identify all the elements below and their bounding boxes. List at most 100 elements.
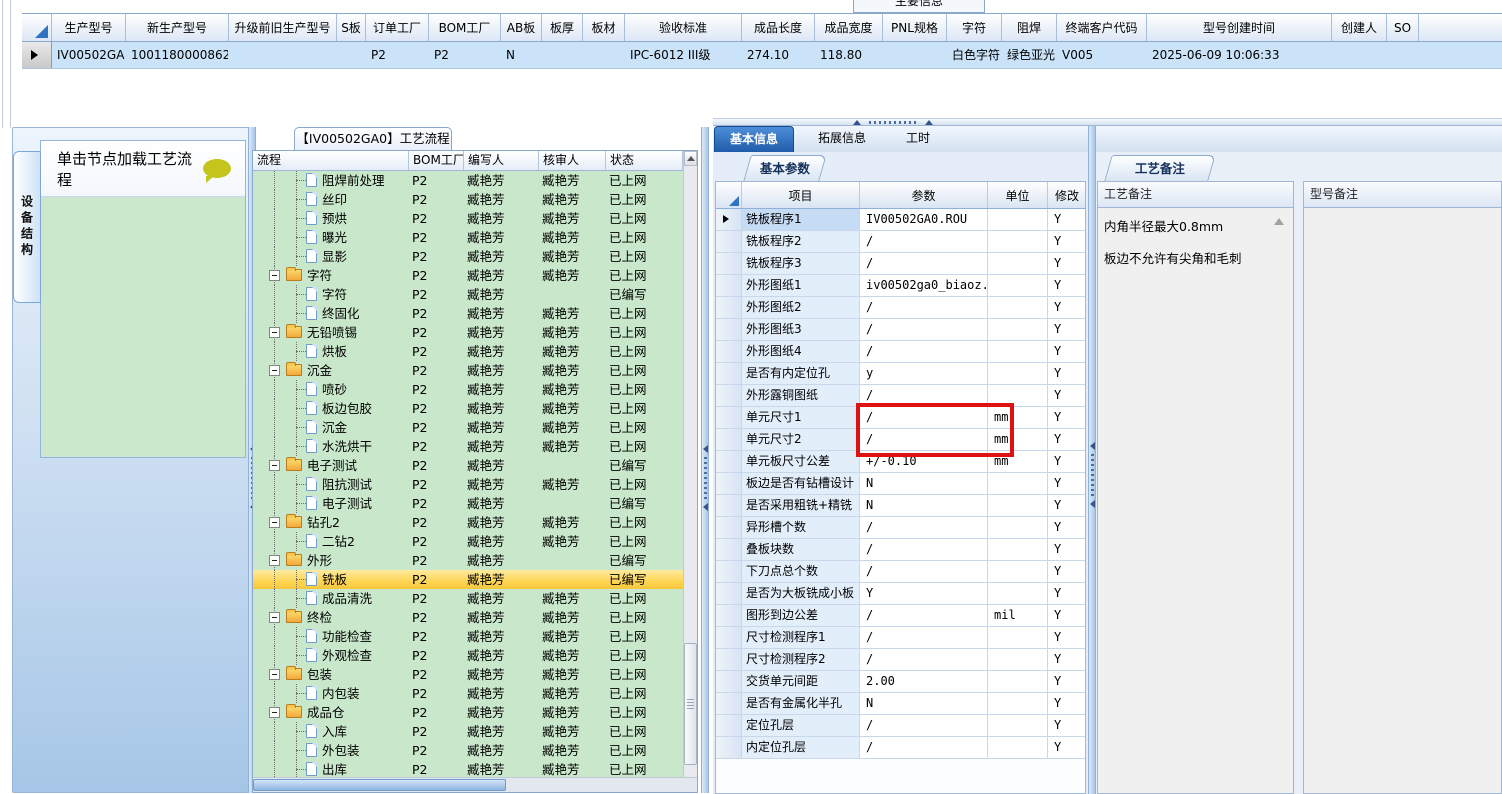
collapse-left-icon[interactable] bbox=[1089, 442, 1095, 450]
tab-extended-info[interactable]: 拓展信息 bbox=[817, 131, 866, 145]
tab-process-remarks[interactable]: 工艺备注 bbox=[1104, 155, 1216, 181]
param-row[interactable]: 定位孔层 / Y bbox=[716, 715, 1085, 737]
horizontal-splitter[interactable] bbox=[713, 118, 1502, 126]
collapse-up-icon[interactable] bbox=[853, 120, 861, 125]
flow-tree-row[interactable]: 板边包胶 P2 臧艳芳 臧艳芳 已上网 bbox=[253, 399, 683, 418]
flow-tree-row[interactable]: 水洗烘干 P2 臧艳芳 臧艳芳 已上网 bbox=[253, 437, 683, 456]
flow-tree-row[interactable]: 成品清洗 P2 臧艳芳 臧艳芳 已上网 bbox=[253, 589, 683, 608]
param-row[interactable]: 异形槽个数 / Y bbox=[716, 517, 1085, 539]
param-row[interactable]: 尺寸检测程序2/ Y bbox=[716, 649, 1085, 671]
tree-collapse-icon[interactable] bbox=[269, 365, 280, 376]
param-row[interactable]: 图形到边公差 / mil Y bbox=[716, 605, 1085, 627]
vertical-splitter-middle[interactable] bbox=[701, 127, 709, 793]
scrollbar-thumb[interactable] bbox=[684, 643, 697, 765]
flow-tree-row[interactable]: 沉金 P2 臧艳芳 臧艳芳 已上网 bbox=[253, 418, 683, 437]
tree-collapse-icon[interactable] bbox=[269, 669, 280, 680]
flow-tree-row[interactable]: 成品仓 P2 臧艳芳 臧艳芳 已上网 bbox=[253, 703, 683, 722]
tree-collapse-icon[interactable] bbox=[269, 460, 280, 471]
column-header[interactable]: SO bbox=[1387, 14, 1419, 41]
param-row[interactable]: 是否有内定位孔 y Y bbox=[716, 363, 1085, 385]
flow-tree-row[interactable]: 预烘 P2 臧艳芳 臧艳芳 已上网 bbox=[253, 209, 683, 228]
flow-tree-row[interactable]: 显影 P2 臧艳芳 臧艳芳 已上网 bbox=[253, 247, 683, 266]
flow-tree-row[interactable]: 字符 P2 臧艳芳 已编写 bbox=[253, 285, 683, 304]
flow-tree-row[interactable]: 终检 P2 臧艳芳 臧艳芳 已上网 bbox=[253, 608, 683, 627]
flow-tree-row[interactable]: 烘板 P2 臧艳芳 臧艳芳 已上网 bbox=[253, 342, 683, 361]
params-column-header[interactable]: 参数 bbox=[860, 182, 988, 208]
params-column-header[interactable]: 单位 bbox=[988, 182, 1048, 208]
flow-tree-row[interactable]: 外包装 P2 臧艳芳 臧艳芳 已上网 bbox=[253, 741, 683, 760]
splitter-grip[interactable] bbox=[702, 445, 708, 511]
flow-tree-row[interactable]: 终固化 P2 臧艳芳 臧艳芳 已上网 bbox=[253, 304, 683, 323]
column-header[interactable]: 阻焊 bbox=[1002, 14, 1057, 41]
flow-tree-row[interactable]: 曝光 P2 臧艳芳 臧艳芳 已上网 bbox=[253, 228, 683, 247]
column-header[interactable]: 创建人 bbox=[1332, 14, 1387, 41]
param-row[interactable]: 铣板程序2/ Y bbox=[716, 231, 1085, 253]
flow-tree-row[interactable]: 出库 P2 臧艳芳 臧艳芳 已上网 bbox=[253, 760, 683, 777]
device-structure-empty-area[interactable] bbox=[41, 197, 245, 457]
column-header[interactable]: AB板 bbox=[501, 14, 542, 41]
flow-column-header[interactable]: 核审人 bbox=[539, 151, 606, 170]
params-corner-cell[interactable] bbox=[716, 182, 742, 208]
flow-tree-row[interactable]: 阻焊前处理 P2 臧艳芳 臧艳芳 已上网 bbox=[253, 171, 683, 190]
column-header[interactable]: 订单工厂 bbox=[366, 14, 429, 41]
column-header[interactable]: 升级前旧生产型号 bbox=[229, 14, 337, 41]
param-row[interactable]: 尺寸检测程序1/ Y bbox=[716, 627, 1085, 649]
scroll-up-icon[interactable] bbox=[1274, 218, 1284, 225]
column-header[interactable]: 新生产型号 bbox=[126, 14, 229, 41]
tab-basic-info[interactable]: 基本信息 bbox=[714, 126, 794, 152]
flow-tree-row[interactable]: 电子测试 P2 臧艳芳 已编写 bbox=[253, 494, 683, 513]
flow-tree-row[interactable]: 丝印 P2 臧艳芳 臧艳芳 已上网 bbox=[253, 190, 683, 209]
column-header[interactable]: 终端客户代码 bbox=[1057, 14, 1147, 41]
column-header[interactable]: 成品长度 bbox=[742, 14, 815, 41]
scrollbar-thumb[interactable] bbox=[253, 779, 506, 791]
param-row[interactable]: 是否采用粗铣+精铣 N Y bbox=[716, 495, 1085, 517]
splitter-grip[interactable] bbox=[1089, 442, 1095, 508]
flow-tree-row[interactable]: 钻孔2 P2 臧艳芳 臧艳芳 已上网 bbox=[253, 513, 683, 532]
param-row[interactable]: 交货单元间距 2.00 Y bbox=[716, 671, 1085, 693]
tree-collapse-icon[interactable] bbox=[269, 612, 280, 623]
flow-tree-row[interactable]: 内包装 P2 臧艳芳 臧艳芳 已上网 bbox=[253, 684, 683, 703]
flow-tree-row[interactable]: 阻抗测试 P2 臧艳芳 臧艳芳 已上网 bbox=[253, 475, 683, 494]
param-row[interactable]: 是否为大板铣成小板 Y Y bbox=[716, 583, 1085, 605]
flow-column-header[interactable]: BOM工厂 bbox=[409, 151, 464, 170]
flow-tree-row[interactable]: 外形 P2 臧艳芳 已编写 bbox=[253, 551, 683, 570]
param-row[interactable]: 外形露铜图纸 / Y bbox=[716, 385, 1085, 407]
collapse-up-icon[interactable] bbox=[925, 120, 933, 125]
tab-basic-params[interactable]: 基本参数 bbox=[743, 155, 827, 181]
tree-collapse-icon[interactable] bbox=[269, 517, 280, 528]
horizontal-scrollbar[interactable] bbox=[253, 777, 697, 792]
flow-column-header[interactable]: 状态 bbox=[606, 151, 683, 170]
collapse-left-icon[interactable] bbox=[702, 445, 708, 453]
column-header[interactable]: PNL规格 bbox=[883, 14, 947, 41]
flow-tree-row[interactable]: 外观检查 P2 臧艳芳 臧艳芳 已上网 bbox=[253, 646, 683, 665]
tab-main-info[interactable]: 主要信息 bbox=[853, 0, 985, 13]
tab-work-hours[interactable]: 工时 bbox=[905, 131, 930, 145]
flow-column-header[interactable]: 流程 bbox=[253, 151, 409, 170]
vertical-scrollbar[interactable] bbox=[683, 151, 697, 777]
collapse-left-icon[interactable] bbox=[702, 503, 708, 511]
param-row[interactable]: 外形图纸3/ Y bbox=[716, 319, 1085, 341]
column-header[interactable]: BOM工厂 bbox=[429, 14, 501, 41]
params-column-header[interactable]: 修改 bbox=[1048, 182, 1085, 208]
column-header[interactable]: 板材 bbox=[583, 14, 625, 41]
column-header[interactable]: S板 bbox=[337, 14, 366, 41]
model-table-selected-row[interactable]: IV00502GA0 10011800008625 P2 P2 N IPC-6012 II… bbox=[22, 42, 1502, 69]
flow-column-header[interactable]: 编写人 bbox=[464, 151, 539, 170]
column-header[interactable]: 字符 bbox=[947, 14, 1002, 41]
param-row[interactable]: 单元尺寸2/mm Y bbox=[716, 429, 1085, 451]
select-all-corner[interactable] bbox=[22, 14, 52, 41]
flow-tree-row[interactable]: 字符 P2 臧艳芳 臧艳芳 已上网 bbox=[253, 266, 683, 285]
flow-tree-row[interactable]: 二钻2 P2 臧艳芳 臧艳芳 已上网 bbox=[253, 532, 683, 551]
collapse-left-icon[interactable] bbox=[1089, 500, 1095, 508]
param-row[interactable]: 是否有金属化半孔 N Y bbox=[716, 693, 1085, 715]
column-header[interactable]: 验收标准 bbox=[625, 14, 742, 41]
column-header[interactable]: 板厚 bbox=[542, 14, 583, 41]
flow-tree-row[interactable]: 铣板 P2 臧艳芳 已编写 bbox=[253, 570, 683, 589]
column-header[interactable]: 型号创建时间 bbox=[1147, 14, 1332, 41]
tree-collapse-icon[interactable] bbox=[269, 707, 280, 718]
column-header[interactable]: 成品宽度 bbox=[815, 14, 883, 41]
param-row[interactable]: 下刀点总个数 / Y bbox=[716, 561, 1085, 583]
tree-collapse-icon[interactable] bbox=[269, 327, 280, 338]
param-row[interactable]: 铣板程序1 IV00502GA0.ROU Y bbox=[716, 209, 1085, 231]
